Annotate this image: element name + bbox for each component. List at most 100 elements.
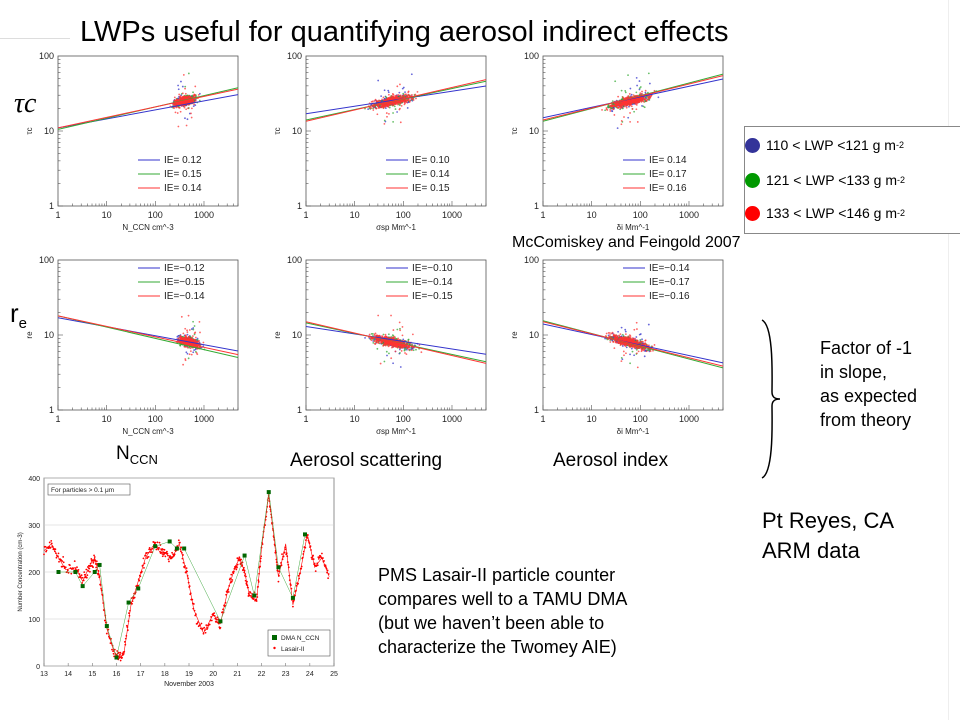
y-axis-label: re xyxy=(510,331,519,339)
data-point xyxy=(639,97,642,100)
data-point xyxy=(405,345,408,348)
data-point xyxy=(644,91,647,94)
data-point xyxy=(390,314,392,317)
data-point xyxy=(185,108,188,111)
data-point xyxy=(383,122,386,125)
data-point xyxy=(625,96,628,99)
data-point xyxy=(193,325,196,327)
data-point xyxy=(193,340,196,343)
data-point xyxy=(396,103,399,106)
data-point xyxy=(657,96,660,99)
data-point xyxy=(410,349,413,352)
data-point xyxy=(632,94,635,96)
plot-frame xyxy=(542,259,724,411)
data-point xyxy=(184,358,187,360)
data-point xyxy=(631,101,633,104)
data-point xyxy=(403,96,406,98)
data-point xyxy=(618,103,621,106)
x-axis-label: δi Mm^-1 xyxy=(617,427,650,436)
data-point xyxy=(381,341,384,344)
data-point xyxy=(186,352,189,355)
data-point xyxy=(382,340,385,342)
data-point xyxy=(388,352,390,355)
data-point xyxy=(392,102,395,105)
data-point xyxy=(181,85,184,88)
data-point xyxy=(190,107,193,110)
row-label-tau: τc xyxy=(14,88,37,119)
data-point xyxy=(197,93,200,96)
data-point xyxy=(194,336,197,339)
data-point xyxy=(181,92,184,95)
data-point xyxy=(364,107,366,110)
data-point xyxy=(396,328,399,331)
data-point xyxy=(418,344,421,346)
data-point xyxy=(627,74,629,77)
top-rule xyxy=(0,38,70,39)
data-point xyxy=(383,344,386,346)
y-axis-label: τc xyxy=(25,127,34,134)
caption-nccn: NCCN xyxy=(116,443,158,467)
x-tick-label: 1000 xyxy=(442,414,462,424)
data-point xyxy=(616,127,619,130)
data-point xyxy=(388,97,391,100)
data-point xyxy=(185,351,188,354)
data-point xyxy=(364,337,366,339)
legend-label: IE=−0.15 xyxy=(164,277,205,288)
data-point xyxy=(642,100,645,103)
data-point xyxy=(398,104,401,107)
data-point xyxy=(647,91,649,94)
data-point xyxy=(389,336,392,339)
data-point xyxy=(630,93,633,96)
scatter-group xyxy=(58,72,238,130)
data-point xyxy=(616,102,619,104)
data-point xyxy=(185,336,188,339)
legend-label: IE= 0.14 xyxy=(164,183,202,194)
data-point xyxy=(398,94,401,97)
data-point xyxy=(644,97,647,100)
data-point xyxy=(645,100,648,102)
data-point xyxy=(388,341,391,344)
data-point xyxy=(178,107,181,109)
data-point xyxy=(625,346,628,349)
data-point xyxy=(400,345,403,348)
data-point xyxy=(193,103,195,106)
fit-line xyxy=(306,321,486,364)
data-point xyxy=(192,105,195,108)
data-point xyxy=(187,314,190,317)
x-axis-label: N_CCN cm^-3 xyxy=(122,223,174,232)
scatter-group xyxy=(306,73,486,125)
data-point xyxy=(202,341,205,344)
data-point xyxy=(383,335,386,338)
legend-label: IE= 0.17 xyxy=(649,169,687,180)
data-point xyxy=(392,112,394,114)
data-point xyxy=(184,87,186,90)
data-point xyxy=(406,107,409,109)
x-tick-label: 10 xyxy=(350,414,360,424)
x-tick-label: 1 xyxy=(303,414,308,424)
data-point xyxy=(649,94,651,97)
data-point xyxy=(392,362,394,365)
data-point xyxy=(631,108,634,110)
data-point xyxy=(176,112,179,114)
x-tick-label: 100 xyxy=(148,414,163,424)
x-tick-label: 1000 xyxy=(442,210,462,220)
legend-label: IE= 0.14 xyxy=(412,169,450,180)
data-point xyxy=(184,327,187,330)
data-point xyxy=(391,95,394,98)
data-point xyxy=(386,97,389,100)
y-tick-label: 10 xyxy=(44,126,54,136)
data-point xyxy=(617,330,620,333)
data-point xyxy=(190,328,193,330)
data-point xyxy=(371,100,374,103)
data-point xyxy=(401,326,404,328)
data-point xyxy=(190,112,192,115)
y-tick-label: 10 xyxy=(44,330,54,340)
data-point xyxy=(627,116,630,119)
x-tick-label: 1000 xyxy=(194,414,214,424)
y-axis-label: τc xyxy=(273,127,282,134)
data-point xyxy=(399,327,401,330)
data-point xyxy=(187,72,190,75)
